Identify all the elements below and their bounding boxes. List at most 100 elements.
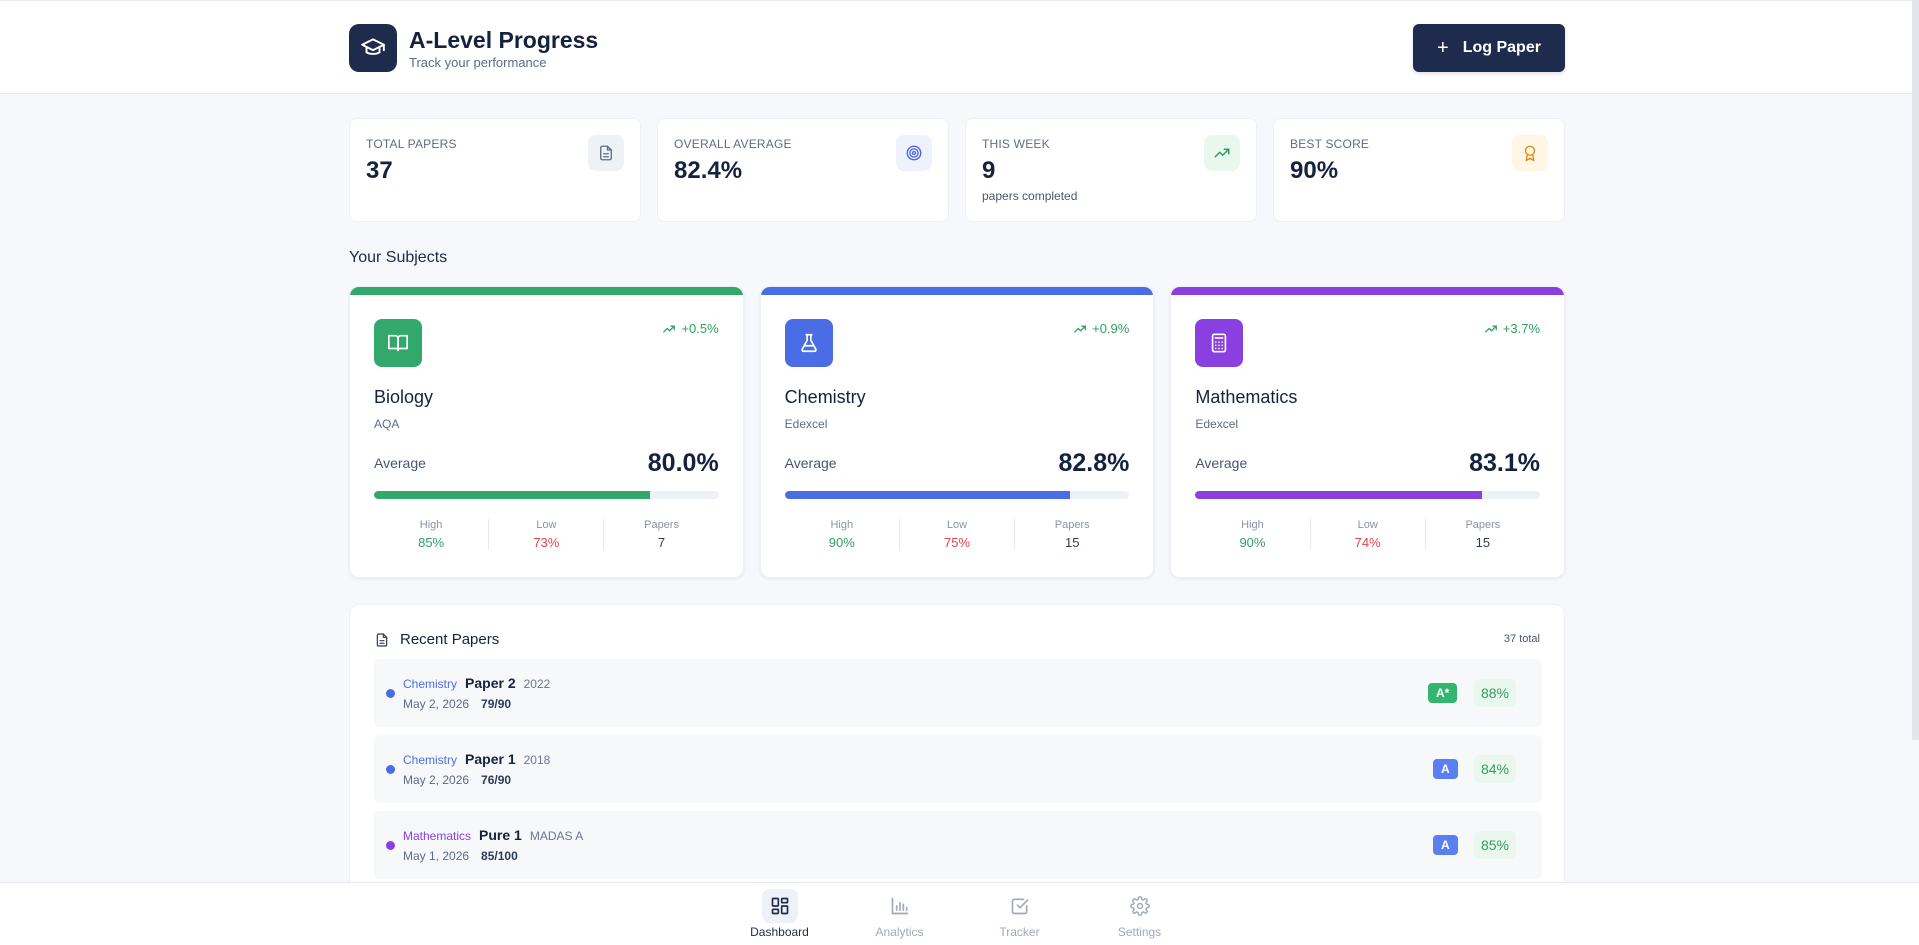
paper-marks: 85/100	[481, 849, 518, 863]
subject-progress-fill	[1195, 491, 1482, 499]
recent-papers-panel: Recent Papers 37 total Chemistry Paper 2…	[349, 604, 1565, 904]
subject-average: 80.0%	[647, 449, 719, 477]
stat-value: 90%	[1290, 157, 1339, 184]
subject-trend-value: +0.9%	[1092, 321, 1130, 336]
subject-accent-bar	[1171, 287, 1565, 295]
calculator-icon	[1195, 319, 1244, 367]
subject-low-label: Low	[946, 519, 968, 531]
stat-note: papers completed	[982, 189, 1078, 203]
paper-percent: 88%	[1474, 679, 1516, 707]
trending-up-icon	[1074, 324, 1087, 333]
subject-card-biology[interactable]: +0.5% Biology AQA Average 80.0% High 85%…	[349, 286, 744, 578]
subject-low: Low 73%	[489, 519, 605, 550]
subject-dot	[386, 841, 395, 850]
document-icon	[376, 632, 388, 647]
subject-high-label: High	[1241, 519, 1264, 531]
subject-trend-value: +3.7%	[1502, 321, 1541, 336]
subjects-section-title: Your Subjects	[349, 249, 448, 266]
subject-papers: Papers 7	[604, 519, 718, 550]
subject-dot	[386, 689, 395, 698]
subject-progress-fill	[374, 491, 650, 499]
subject-low-value: 74%	[1354, 535, 1381, 550]
subject-board: Edexcel	[1195, 417, 1239, 431]
subject-high-value: 85%	[418, 535, 445, 550]
nav-analytics[interactable]: Analytics	[866, 883, 934, 945]
stat-value: 82.4%	[674, 157, 743, 184]
paper-year: 2022	[523, 677, 551, 691]
subject-average: 82.8%	[1058, 449, 1130, 477]
nav-label: Tracker	[999, 925, 1040, 939]
subject-papers: Papers 15	[1426, 519, 1540, 550]
paper-percent: 84%	[1474, 755, 1516, 783]
paper-marks: 79/90	[481, 697, 512, 711]
paper-date: May 1, 2026	[403, 849, 470, 863]
subject-progress-fill	[784, 491, 1071, 499]
paper-subject: Chemistry	[403, 753, 458, 767]
stat-value: 9	[982, 157, 996, 184]
subject-card-mathematics[interactable]: +3.7% Mathematics Edexcel Average 83.1% …	[1170, 286, 1566, 578]
nav-label: Dashboard	[750, 925, 809, 939]
paper-row[interactable]: Mathematics Pure 1 MADAS A May 1, 2026 8…	[374, 811, 1542, 879]
subject-high-label: High	[830, 519, 854, 531]
grade-badge: A*	[1428, 683, 1458, 703]
subject-papers: Papers 15	[1015, 519, 1129, 550]
paper-row[interactable]: Chemistry Paper 1 2018 May 2, 2026 76/90…	[374, 735, 1542, 803]
stat-value: 37	[366, 157, 393, 184]
gear-icon	[1122, 889, 1158, 923]
nav-label: Analytics	[875, 925, 924, 939]
subject-papers-label: Papers	[644, 519, 679, 531]
subject-high: High 90%	[785, 519, 900, 550]
subject-trend-value: +0.5%	[681, 321, 719, 336]
paper-name: Paper 2	[465, 675, 516, 691]
subjects-row: +0.5% Biology AQA Average 80.0% High 85%…	[349, 286, 1566, 578]
paper-row[interactable]: Chemistry Paper 2 2022 May 2, 2026 79/90…	[374, 659, 1542, 727]
subject-card-chemistry[interactable]: +0.9% Chemistry Edexcel Average 82.8% Hi…	[759, 286, 1155, 578]
subject-stats: High 90% Low 75% Papers 15	[785, 519, 1130, 550]
stat-label: THIS WEEK	[982, 137, 1050, 151]
paper-subject: Mathematics	[403, 829, 472, 843]
paper-date: May 2, 2026	[403, 773, 470, 787]
subject-progress	[784, 491, 1130, 499]
subject-stats: High 85% Low 73% Papers 7	[374, 519, 719, 550]
flask-icon	[784, 319, 833, 367]
paper-name: Pure 1	[479, 827, 522, 843]
log-paper-label: Log Paper	[1462, 39, 1541, 56]
book-icon	[374, 319, 422, 367]
subject-papers-label: Papers	[1465, 519, 1501, 531]
subject-accent-bar	[350, 287, 743, 295]
nav-settings[interactable]: Settings	[1106, 883, 1174, 945]
subject-papers-value: 7	[657, 535, 666, 550]
paper-marks: 76/90	[481, 773, 512, 787]
subject-name: Mathematics	[1195, 387, 1298, 407]
recent-papers-total: 37 total	[1503, 633, 1540, 645]
nav-tracker[interactable]: Tracker	[986, 883, 1054, 945]
subject-accent-bar	[760, 287, 1154, 295]
recent-papers-header: Recent Papers	[374, 631, 499, 648]
paper-name: Paper 1	[465, 751, 516, 767]
subject-name: Biology	[374, 387, 434, 407]
subject-low: Low 74%	[1311, 519, 1426, 550]
log-paper-button[interactable]: + Log Paper	[1413, 24, 1565, 72]
app-title: A-Level Progress	[409, 27, 599, 53]
subject-average-label: Average	[784, 455, 837, 471]
subject-low-value: 75%	[943, 535, 971, 550]
stat-label: OVERALL AVERAGE	[674, 137, 792, 151]
subject-low-label: Low	[1357, 519, 1378, 531]
scrollbar[interactable]	[1912, 0, 1919, 740]
stat-card-total-papers: TOTAL PAPERS 37	[349, 118, 641, 222]
subject-trend: +0.9%	[1073, 321, 1129, 336]
paper-percent: 85%	[1474, 831, 1516, 859]
subject-papers-value: 15	[1475, 535, 1491, 550]
brand: A-Level Progress Track your performance	[349, 24, 598, 72]
paper-date: May 2, 2026	[403, 697, 470, 711]
paper-year: 2018	[523, 753, 551, 767]
stat-card-overall-average: OVERALL AVERAGE 82.4%	[657, 118, 949, 222]
recent-papers-title: Recent Papers	[400, 631, 500, 648]
grade-badge: A	[1433, 835, 1458, 855]
dashboard-icon	[761, 889, 798, 923]
subject-high-value: 90%	[1239, 535, 1266, 550]
stat-card-best-score: BEST SCORE 90%	[1273, 118, 1565, 222]
paper-year: MADAS A	[529, 829, 584, 843]
nav-dashboard[interactable]: Dashboard	[746, 883, 814, 945]
check-square-icon	[1002, 889, 1038, 923]
